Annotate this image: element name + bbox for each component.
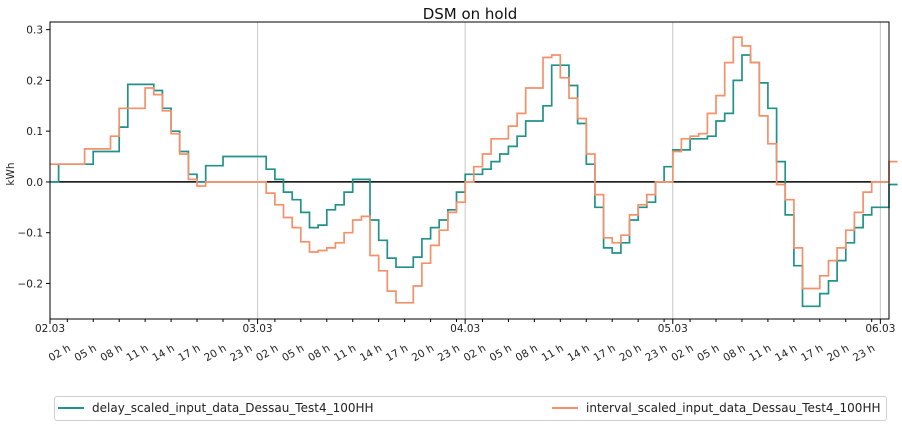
hour-tick-label: 14 h — [566, 342, 592, 364]
hour-tick-label: 14 h — [150, 342, 176, 364]
series-layer — [50, 36, 898, 308]
day-tick-label: 04.03 — [450, 323, 480, 335]
legend-item-delay: delay_scaled_input_data_Dessau_Test4_100… — [58, 401, 374, 415]
hour-tick-label: 20 h — [202, 342, 228, 364]
hour-tick-label: 02 h — [669, 342, 695, 364]
hour-tick-label: 17 h — [591, 342, 617, 364]
day-tick-label: 06.03 — [865, 323, 895, 335]
hour-tick-label: 20 h — [617, 342, 643, 364]
hour-tick-label: 08 h — [306, 342, 332, 364]
hour-tick-label: 11 h — [332, 342, 358, 364]
hour-tick-label: 02 h — [462, 342, 488, 364]
plot-frame — [49, 21, 890, 320]
hour-tick-label: 05 h — [488, 342, 514, 364]
legend-label-delay: delay_scaled_input_data_Dessau_Test4_100… — [92, 401, 374, 415]
hour-tick-label: 05 h — [695, 342, 721, 364]
hour-tick-label: 08 h — [721, 342, 747, 364]
y-tick-label: −0.1 — [18, 228, 44, 240]
hour-tick-label: 11 h — [747, 342, 773, 364]
hour-tick-label: 17 h — [384, 342, 410, 364]
hour-tick-label: 23 h — [851, 342, 877, 364]
hour-tick-label: 17 h — [176, 342, 202, 364]
hour-tick-label: 11 h — [124, 342, 150, 364]
series-line-1 — [50, 36, 898, 304]
hour-tick-label: 23 h — [436, 342, 462, 364]
hour-tick-label: 11 h — [540, 342, 566, 364]
hour-tick-label: 05 h — [280, 342, 306, 364]
grid-layer — [49, 22, 889, 319]
legend-item-interval: interval_scaled_input_data_Dessau_Test4_… — [552, 401, 881, 415]
hour-tick-label: 20 h — [825, 342, 851, 364]
y-tick-label: 0.0 — [26, 177, 43, 189]
hour-tick-label: 23 h — [228, 342, 254, 364]
chart-title: DSM on hold — [423, 5, 518, 23]
hour-tick-label: 17 h — [799, 342, 825, 364]
hour-tick-label: 08 h — [514, 342, 540, 364]
hour-tick-label: 02 h — [254, 342, 280, 364]
hour-tick-label: 23 h — [643, 342, 669, 364]
y-tick-label: 0.2 — [26, 75, 43, 87]
hour-tick-label: 05 h — [72, 342, 98, 364]
y-axis-label: kWh — [5, 162, 17, 185]
hour-tick-label: 20 h — [410, 342, 436, 364]
legend-swatch-interval — [552, 407, 578, 409]
y-tick-label: −0.2 — [18, 278, 44, 290]
legend-label-interval: interval_scaled_input_data_Dessau_Test4_… — [586, 401, 881, 415]
legend-swatch-delay — [58, 407, 84, 409]
y-tick-label: 0.3 — [26, 25, 43, 37]
hour-tick-label: 08 h — [98, 342, 124, 364]
hour-tick-label: 14 h — [358, 342, 384, 364]
legend: delay_scaled_input_data_Dessau_Test4_100… — [54, 396, 887, 421]
day-tick-label: 05.03 — [658, 323, 688, 335]
hour-tick-label: 02 h — [47, 342, 73, 364]
day-tick-label: 02.03 — [35, 323, 65, 335]
y-tick-label: 0.1 — [26, 126, 43, 138]
hour-tick-label: 14 h — [773, 342, 799, 364]
day-tick-label: 03.03 — [243, 323, 273, 335]
